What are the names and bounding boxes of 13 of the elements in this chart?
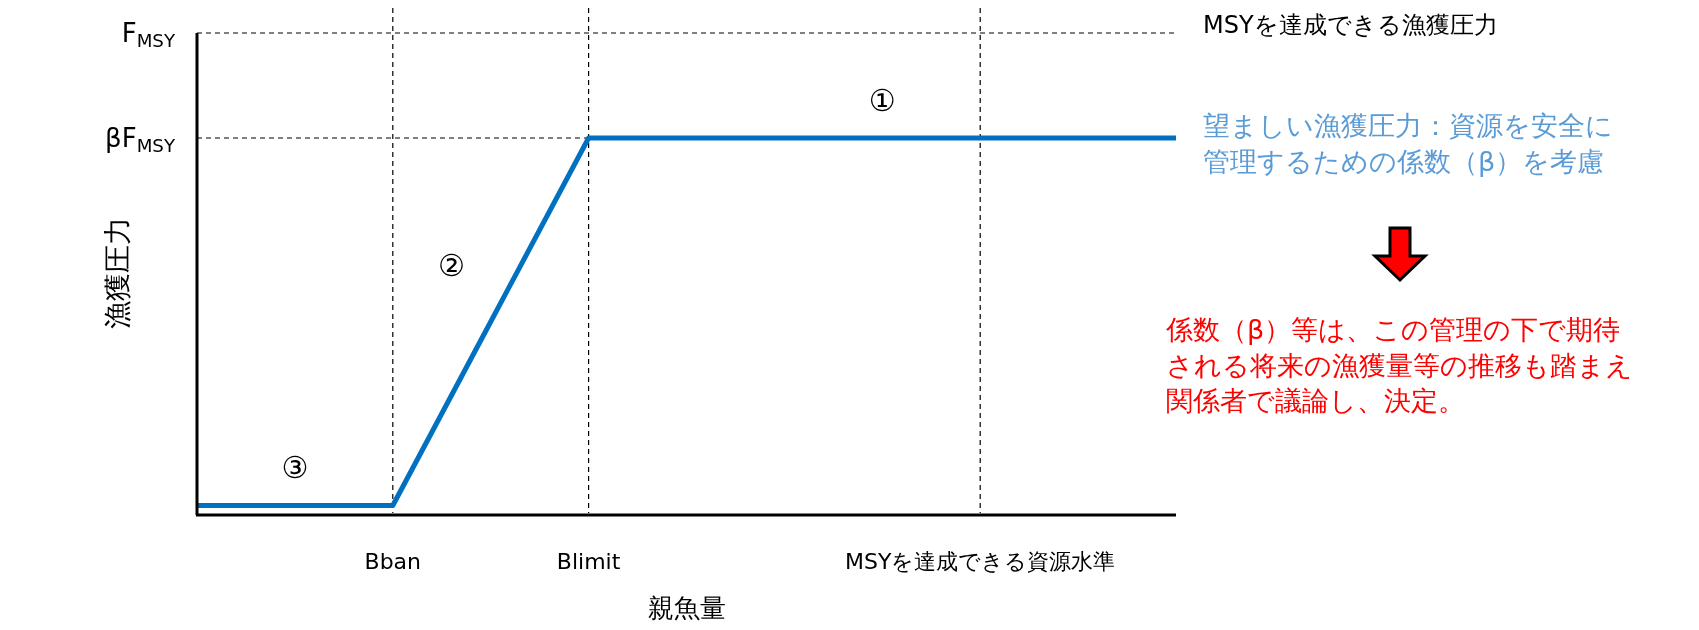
- x-tick-label: Blimit: [556, 549, 621, 574]
- x-tick-label: MSYを達成できる資源水準: [845, 549, 1116, 574]
- text: MSYを達成できる漁獲圧力: [1203, 11, 1498, 40]
- text: ①: [868, 82, 896, 118]
- y-axis-title: 漁獲圧力: [101, 217, 134, 329]
- ref-line-label: βF$_{MSY}$: [105, 123, 176, 156]
- x-tick-label: Bban: [364, 549, 422, 574]
- annotation: ③: [281, 450, 309, 485]
- annotation: ②: [438, 247, 465, 283]
- text: 望ましい漁獲圧力：資源を安全に管理するための係数（β）を考慮: [1203, 110, 1613, 177]
- annotation: 係数（β）等は、この管理の下で期待される将来の漁獲量等の推移も踏まえ関係者で議論し、決定。: [1165, 314, 1633, 416]
- x-axis-title: 親魚量: [647, 593, 726, 623]
- ref-line-label: F$_{MSY}$: [121, 18, 176, 51]
